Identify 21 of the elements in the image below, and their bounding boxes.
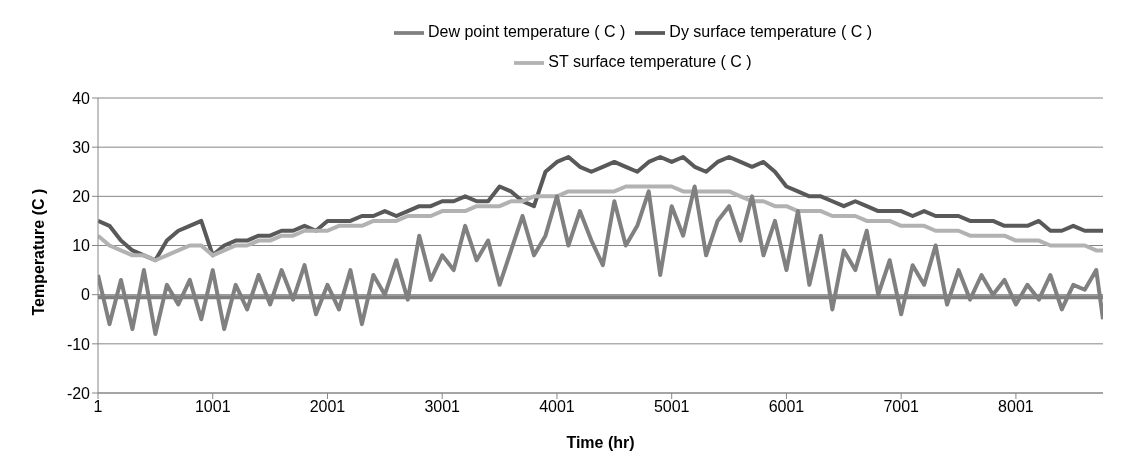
x-tick-label: 5001 xyxy=(653,398,690,416)
y-tick-label: 40 xyxy=(72,89,91,107)
x-tick-label: 1 xyxy=(93,398,103,416)
x-tick-label: 7001 xyxy=(883,398,920,416)
y-tick-label: 0 xyxy=(81,286,91,304)
x-tick-label: 2001 xyxy=(309,398,346,416)
legend-label: Dew point temperature ( C ) xyxy=(427,23,626,41)
x-tick-label: 4001 xyxy=(539,398,575,416)
x-tick-label: 3001 xyxy=(424,398,461,416)
y-tick-label: 30 xyxy=(72,138,91,156)
x-tick-label: 1001 xyxy=(194,398,231,416)
y-tick-label: 10 xyxy=(72,237,91,255)
x-tick-label: 6001 xyxy=(768,398,805,416)
y-tick-label: -20 xyxy=(66,384,91,402)
y-axis-title: Temperature (C ) xyxy=(29,188,47,316)
legend-label: ST surface temperature ( C ) xyxy=(548,53,752,71)
y-tick-label: 20 xyxy=(72,188,91,206)
x-tick-label: 8001 xyxy=(998,398,1034,416)
x-axis-title: Time (hr) xyxy=(566,434,635,451)
y-tick-label: -10 xyxy=(66,335,91,353)
legend-label: Dy surface temperature ( C ) xyxy=(669,23,873,41)
